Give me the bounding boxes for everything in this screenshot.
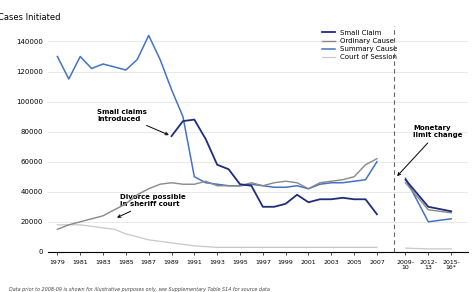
- Text: Divorce possible
in sheriff court: Divorce possible in sheriff court: [118, 194, 186, 217]
- Legend: Small Claim, Ordinary Cause, Summary Cause, Court of Session: Small Claim, Ordinary Cause, Summary Cau…: [322, 30, 398, 60]
- Text: Small claims
introduced: Small claims introduced: [97, 109, 168, 135]
- Text: Cases Initiated: Cases Initiated: [0, 13, 60, 22]
- Text: Data prior to 2008-09 is shown for illustrative purposes only, see Supplementary: Data prior to 2008-09 is shown for illus…: [9, 286, 270, 291]
- Text: Monetary
limit change: Monetary limit change: [398, 125, 463, 175]
